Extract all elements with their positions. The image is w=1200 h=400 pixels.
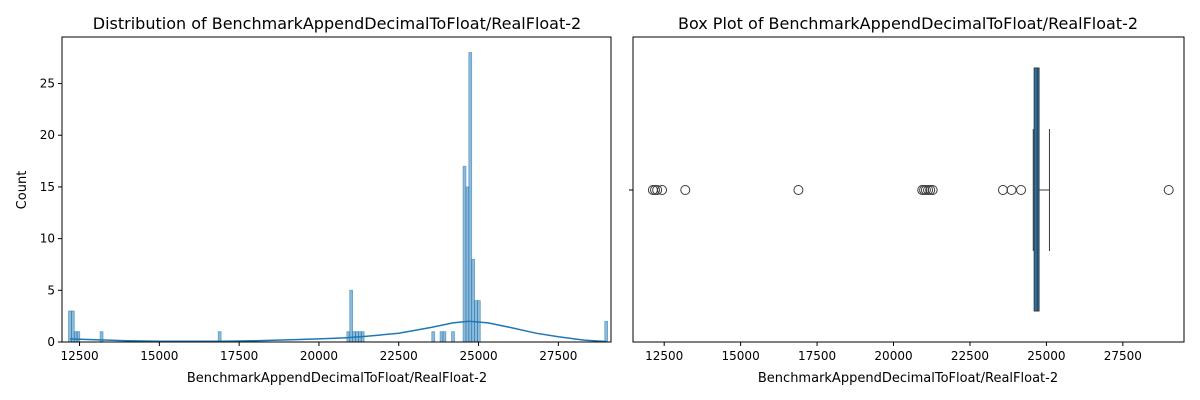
histogram-bar — [68, 310, 72, 343]
x-tick-label: 25000 — [459, 349, 497, 363]
histogram-bar — [439, 331, 444, 343]
outlier-point — [652, 185, 663, 195]
x-tick-label: 12500 — [645, 349, 683, 363]
boxplot-body — [1032, 67, 1050, 312]
outlier-point — [997, 185, 1008, 195]
x-tick-label: 27500 — [539, 349, 577, 363]
histogram-bars — [68, 52, 609, 343]
histogram-bar — [217, 331, 222, 343]
x-tick-label: 17500 — [798, 349, 836, 363]
histogram-bar — [76, 331, 81, 343]
boxplot-axes-frame — [632, 36, 1185, 343]
y-tick-label: 0 — [47, 335, 55, 349]
y-tick-label: 15 — [40, 180, 55, 194]
histogram-axes-frame — [61, 36, 612, 343]
outlier-point — [927, 185, 938, 195]
histogram-bar — [471, 258, 475, 343]
histogram-bar — [431, 331, 436, 343]
kde-line — [69, 320, 607, 343]
outlier-point — [1006, 185, 1017, 195]
boxplot-x-ticks: 12500 15000 17500 20000 22500 25000 27500 — [645, 342, 1142, 363]
outlier-point — [925, 185, 936, 195]
histogram-x-axis-label: BenchmarkAppendDecimalToFloat/RealFloat-… — [187, 371, 487, 386]
histogram-bar — [465, 186, 470, 343]
boxplot-title: Box Plot of BenchmarkAppendDecimalToFloa… — [678, 14, 1138, 33]
y-tick-label: 25 — [40, 77, 55, 91]
histogram-y-axis-label: Count — [15, 171, 30, 210]
y-tick-label: 20 — [40, 128, 55, 142]
x-tick-label: 12500 — [60, 349, 98, 363]
x-tick-label: 27500 — [1104, 349, 1142, 363]
histogram-y-ticks: 0 5 10 15 20 25 — [40, 77, 62, 349]
outlier-point — [793, 185, 804, 195]
box-iqr — [1033, 67, 1040, 312]
outlier-point — [657, 185, 668, 195]
boxplot-x-axis-label: BenchmarkAppendDecimalToFloat/RealFloat-… — [758, 371, 1058, 386]
x-tick-label: 20000 — [874, 349, 912, 363]
x-tick-label: 15000 — [722, 349, 760, 363]
histogram-panel: Distribution of BenchmarkAppendDecimalTo… — [15, 14, 612, 386]
x-tick-label: 17500 — [220, 349, 258, 363]
histogram-bar — [349, 289, 354, 343]
x-tick-label: 22500 — [380, 349, 418, 363]
histogram-title: Distribution of BenchmarkAppendDecimalTo… — [93, 14, 581, 33]
x-tick-label: 15000 — [140, 349, 178, 363]
x-tick-label: 25000 — [1027, 349, 1065, 363]
histogram-bar — [604, 320, 609, 343]
y-tick-label: 5 — [47, 283, 55, 297]
histogram-kde — [69, 320, 607, 343]
x-tick-label: 22500 — [951, 349, 989, 363]
histogram-bar — [462, 165, 467, 343]
histogram-x-ticks: 12500 15000 17500 20000 22500 25000 27500 — [60, 342, 577, 363]
outlier-point — [680, 185, 691, 195]
x-tick-label: 20000 — [300, 349, 338, 363]
histogram-bar — [71, 310, 75, 343]
histogram-bar — [442, 331, 447, 343]
histogram-bar — [468, 52, 473, 343]
histogram-bar — [451, 331, 455, 343]
y-tick-label: 10 — [40, 232, 55, 246]
outlier-point — [1163, 185, 1174, 195]
outlier-point — [1016, 185, 1027, 195]
boxplot-outliers — [647, 185, 1174, 195]
boxplot-panel: Box Plot of BenchmarkAppendDecimalToFloa… — [629, 14, 1185, 386]
